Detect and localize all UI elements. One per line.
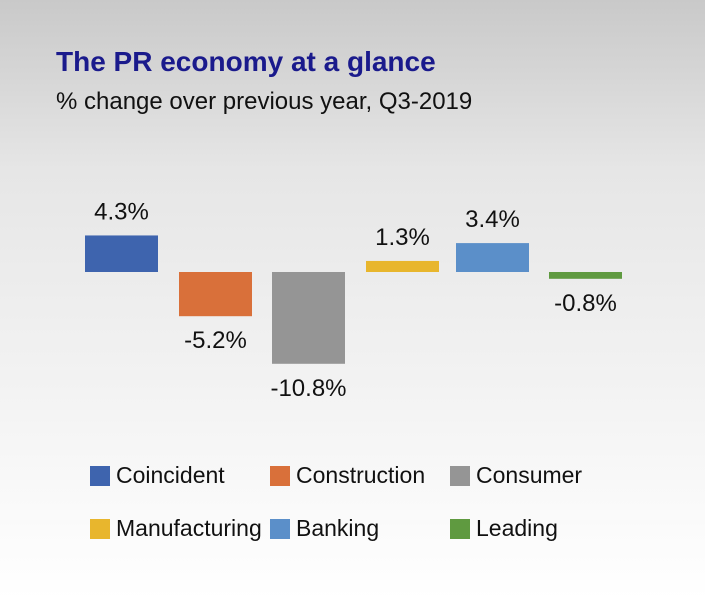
legend-swatch-construction bbox=[270, 465, 290, 486]
legend-label-consumer: Consumer bbox=[476, 462, 583, 488]
bar-manufacturing bbox=[366, 260, 439, 272]
legend-item-construction: Construction bbox=[270, 462, 425, 489]
legend-swatch-banking bbox=[270, 518, 290, 539]
bar-construction bbox=[179, 272, 252, 317]
legend-swatch-consumer bbox=[450, 465, 470, 486]
data-label-leading: -0.8% bbox=[554, 290, 617, 317]
legend-label-manufacturing: Manufacturing bbox=[116, 515, 262, 541]
legend-swatch-manufacturing bbox=[90, 518, 110, 539]
bar-coincident bbox=[85, 235, 158, 272]
bar-chart: 4.3% -5.2% -10.8% 1.3% 3.4% -0.8% bbox=[85, 198, 622, 402]
chart-subtitle: % change over previous year, Q3-2019 bbox=[56, 88, 473, 115]
legend-label-leading: Leading bbox=[476, 515, 558, 541]
legend-label-construction: Construction bbox=[296, 462, 426, 488]
bar-consumer bbox=[272, 272, 345, 364]
legend-label-coincident: Coincident bbox=[116, 462, 225, 488]
data-label-banking: 3.4% bbox=[465, 206, 520, 233]
legend-label-banking: Banking bbox=[296, 515, 380, 541]
legend-swatch-leading bbox=[450, 518, 470, 539]
bar-banking bbox=[456, 243, 529, 272]
legend-item-manufacturing: Manufacturing bbox=[90, 515, 262, 542]
bar-leading bbox=[549, 272, 622, 279]
data-label-coincident: 4.3% bbox=[94, 198, 149, 225]
data-label-manufacturing: 1.3% bbox=[375, 224, 430, 251]
legend-item-leading: Leading bbox=[450, 515, 558, 542]
chart-title: The PR economy at a glance bbox=[56, 46, 436, 77]
data-label-construction: -5.2% bbox=[184, 327, 247, 354]
legend-item-coincident: Coincident bbox=[90, 462, 225, 489]
legend-item-banking: Banking bbox=[270, 515, 379, 542]
legend-item-consumer: Consumer bbox=[450, 462, 582, 489]
data-label-consumer: -10.8% bbox=[270, 375, 346, 402]
legend-swatch-coincident bbox=[90, 465, 110, 486]
